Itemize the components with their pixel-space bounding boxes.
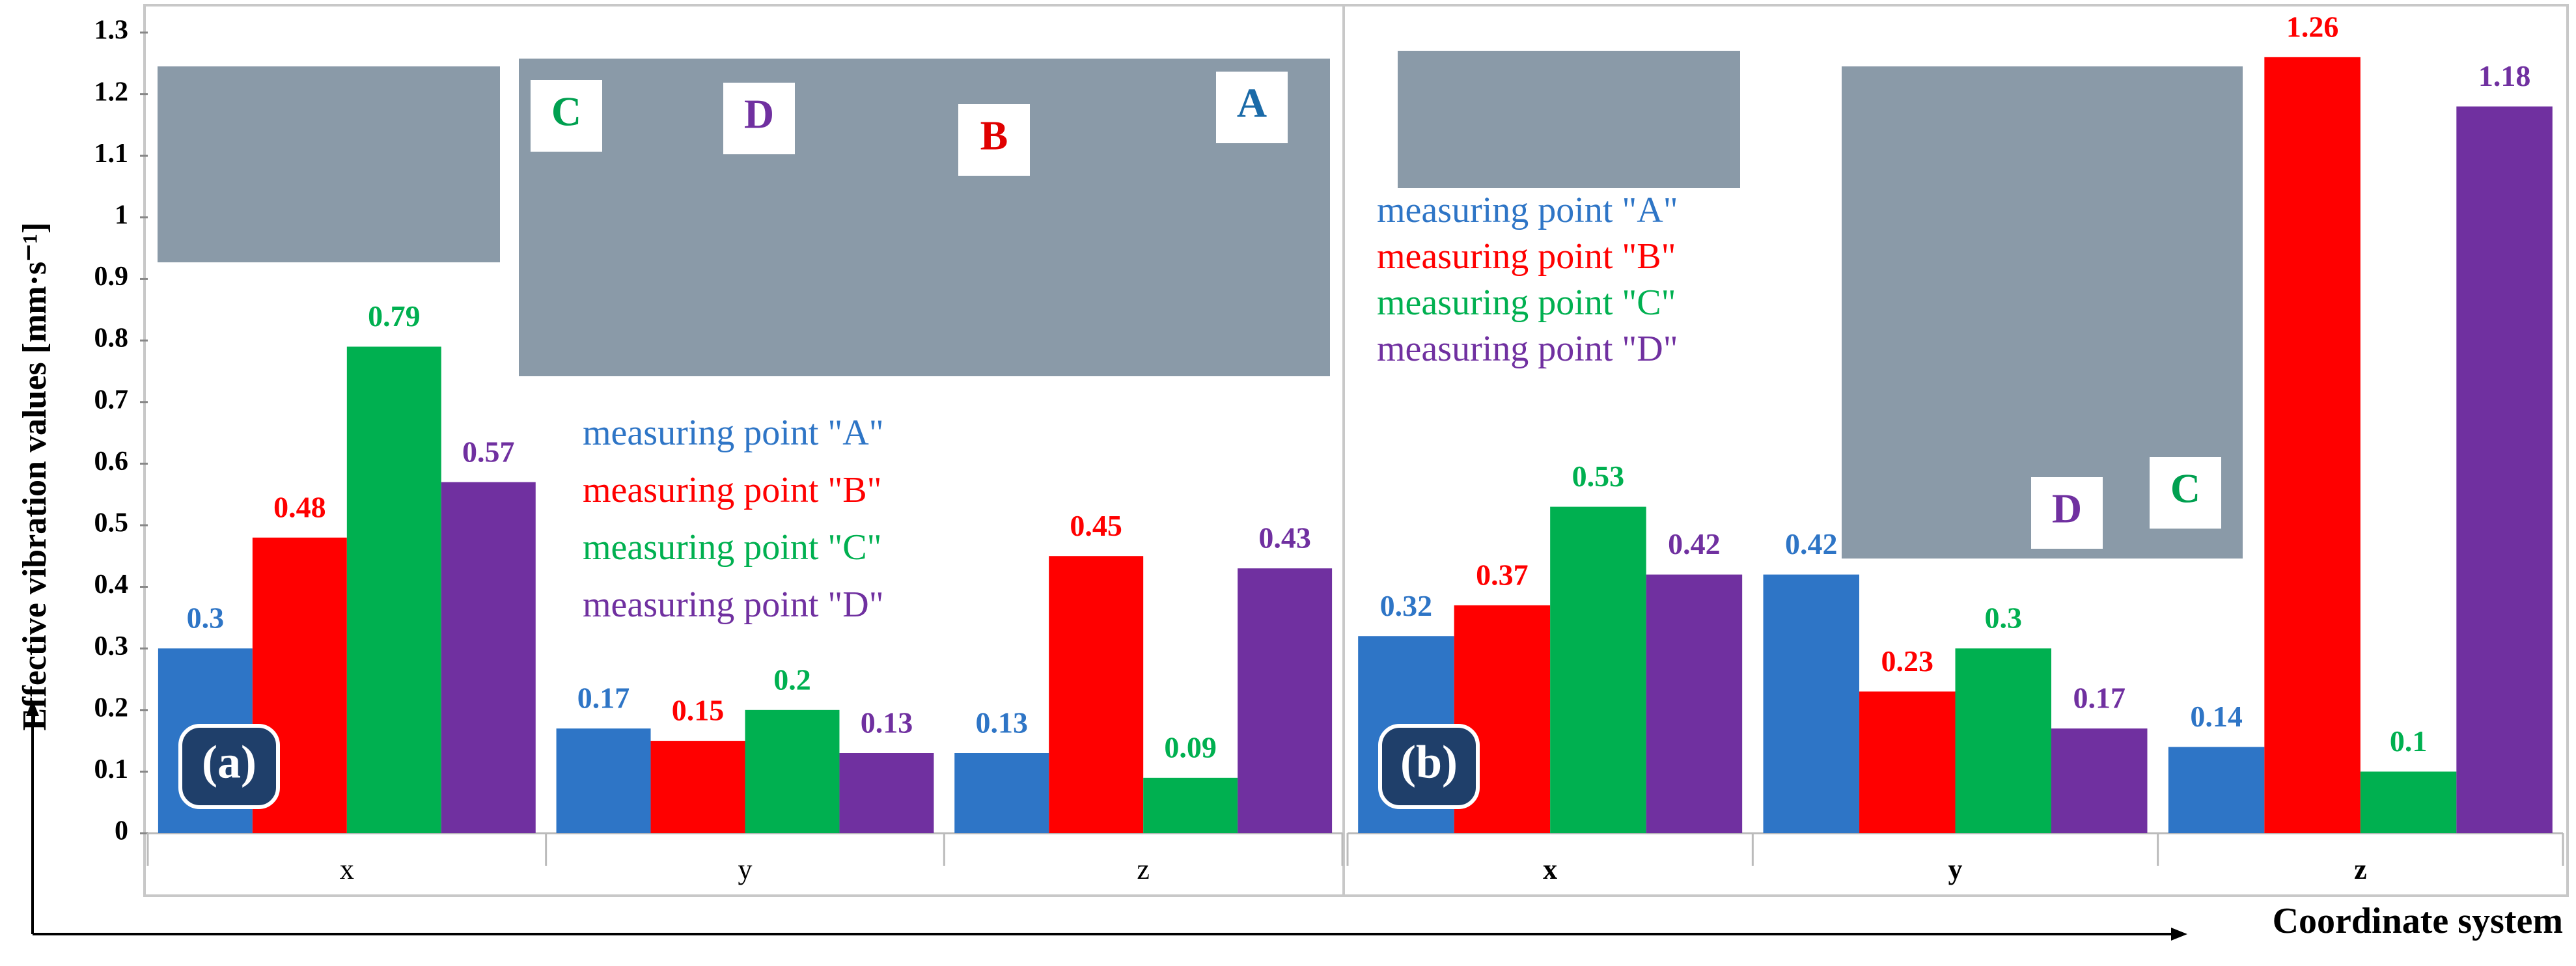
y-tick-label: 0.6 (94, 447, 129, 476)
value-label: 0.79 (368, 299, 421, 333)
panel-label-box (1378, 724, 1480, 809)
bar (441, 482, 536, 833)
bar (1955, 648, 2051, 833)
bar (1049, 556, 1144, 833)
bar (954, 753, 1049, 833)
value-label: 0.17 (577, 682, 630, 715)
bar (1646, 574, 1743, 833)
legend-entry: measuring point "B" (583, 470, 881, 510)
annotation: C (551, 89, 581, 135)
y-tick-label: 0.1 (94, 754, 129, 784)
value-label: 0.42 (1668, 527, 1721, 560)
x-tick-label: x (1543, 853, 1557, 885)
value-label: 0.48 (273, 490, 326, 523)
bar (2168, 747, 2265, 833)
value-label: 0.57 (462, 435, 515, 468)
value-label: 0.32 (1380, 589, 1433, 622)
y-tick-label: 0.2 (94, 693, 129, 723)
value-label: 0.3 (187, 601, 225, 635)
bar (2264, 57, 2361, 833)
x-tick-label: x (340, 853, 354, 885)
y-axis-label: Effective vibration values [mm·s⁻¹] (16, 222, 53, 730)
annotation-box (531, 80, 602, 152)
value-label: 0.15 (672, 694, 725, 727)
annotation-box (958, 104, 1030, 176)
annotation-box (2031, 477, 2103, 549)
legend-entry: measuring point "D" (583, 585, 884, 625)
bar (839, 753, 934, 833)
annotation: D (744, 91, 774, 137)
bar (1238, 568, 1333, 833)
y-tick-label: 0.8 (94, 324, 129, 353)
value-label: 0.3 (1984, 601, 2022, 635)
annotation: D (2052, 486, 2082, 532)
value-label: 0.37 (1476, 558, 1529, 591)
photo (516, 56, 1333, 379)
value-label: 0.23 (1881, 644, 1934, 678)
value-label: 0.14 (2190, 700, 2243, 733)
value-label: 0.53 (1572, 460, 1625, 493)
legend-entry: measuring point "A" (583, 413, 884, 453)
value-label: 0.42 (1785, 527, 1838, 560)
bar (2360, 771, 2457, 833)
bar (650, 741, 745, 833)
value-label: 0.1 (2390, 724, 2428, 758)
y-tick-label: 0.5 (94, 508, 129, 538)
x-tick-label: z (1137, 853, 1150, 885)
bar (1763, 574, 1860, 833)
legend-entry: measuring point "D" (1377, 329, 1678, 369)
annotation: A (1237, 80, 1267, 126)
y-tick-label: 0 (115, 816, 128, 846)
value-label: 0.17 (2073, 682, 2126, 715)
value-label: 0.09 (1164, 730, 1217, 764)
x-tick-label: y (1948, 853, 1963, 885)
legend-entry: measuring point "C" (1377, 283, 1676, 323)
y-arrowhead (26, 700, 39, 716)
legend-entry: measuring point "C" (583, 527, 881, 568)
value-label: 1.18 (2478, 59, 2531, 92)
annotation: C (2170, 465, 2200, 512)
value-label: 0.13 (861, 706, 913, 739)
bar (1859, 691, 1956, 833)
panel-label: (a) (202, 736, 256, 788)
bar (2051, 728, 2148, 833)
x-axis-label: Coordinate system (2273, 901, 2563, 941)
legend-entry: measuring point "A" (1377, 190, 1678, 230)
legend-entry: measuring point "B" (1377, 236, 1676, 277)
y-tick-label: 0.3 (94, 631, 129, 661)
bar (1550, 506, 1646, 833)
y-tick-label: 1.1 (94, 139, 129, 169)
x-tick-label: z (2354, 853, 2367, 885)
bar (346, 346, 441, 833)
value-label: 0.45 (1070, 509, 1122, 542)
value-label: 1.26 (2286, 10, 2339, 43)
value-label: 0.2 (773, 663, 811, 696)
y-tick-label: 0.9 (94, 262, 129, 292)
value-label: 0.13 (975, 706, 1028, 739)
y-tick-label: 1.3 (94, 16, 129, 46)
annotation-box (2150, 457, 2221, 529)
panel-label-box (178, 724, 280, 809)
y-tick-label: 1.2 (94, 77, 129, 107)
annotation-box (1216, 72, 1288, 143)
y-tick-label: 0.4 (94, 570, 129, 600)
y-tick-label: 1 (115, 200, 128, 230)
panel-label: (b) (1400, 736, 1458, 788)
bar (556, 728, 651, 833)
y-tick-label: 0.7 (94, 385, 129, 415)
annotation-box (723, 83, 795, 154)
photo (1395, 48, 1743, 191)
x-arrowhead (2171, 928, 2187, 941)
annotation: B (980, 113, 1008, 159)
bar (2456, 106, 2553, 834)
x-tick-label: y (738, 853, 753, 885)
bar (745, 710, 840, 833)
bar (1143, 777, 1238, 833)
photo (155, 64, 503, 265)
value-label: 0.43 (1258, 521, 1311, 555)
